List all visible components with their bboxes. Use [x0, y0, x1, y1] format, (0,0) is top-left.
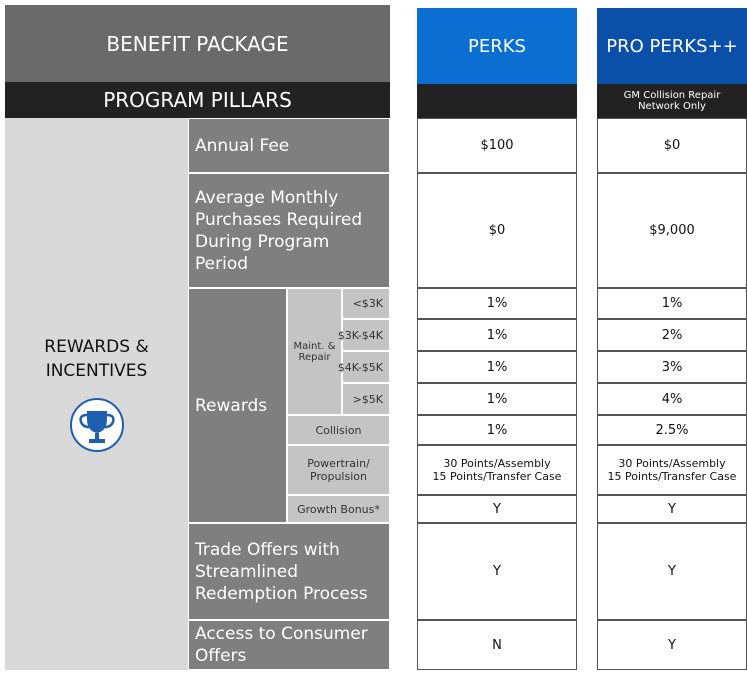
value-cell: $9,000 — [597, 173, 747, 288]
row-label: <$3K — [342, 288, 390, 319]
value-cell: Y — [417, 523, 577, 620]
pillars-title: PROGRAM PILLARS — [5, 82, 390, 118]
value-cell: Y — [417, 495, 577, 523]
row-label: Collision — [287, 415, 390, 445]
value-line: 30 Points/Assembly — [443, 457, 551, 470]
value-cell: 1% — [417, 415, 577, 445]
row-label: Trade Offers with Streamlined Redemption… — [188, 523, 390, 620]
value-cell: 1% — [417, 288, 577, 319]
value-line: 30 Points/Assembly — [618, 457, 726, 470]
row-label: $3K-$4K — [338, 319, 390, 351]
perks-header: PERKS — [417, 8, 577, 84]
trophy-icon — [69, 398, 124, 452]
rewards-group: Maint. & Repair — [287, 288, 342, 415]
value-cell: 30 Points/Assembly 15 Points/Transfer Cas… — [597, 445, 747, 495]
pro-note: GM Collision Repair Network Only — [597, 84, 747, 118]
value-cell: $0 — [417, 173, 577, 288]
pro-header: PRO PERKS++ — [597, 8, 747, 84]
row-label: Average Monthly Purchases Required Durin… — [188, 173, 390, 288]
value-cell: $100 — [417, 118, 577, 173]
perks-subheader — [417, 84, 577, 118]
row-label: Access to Consumer Offers — [188, 620, 390, 670]
package-title: BENEFIT PACKAGE — [5, 5, 390, 82]
value-cell: Y — [597, 495, 747, 523]
value-cell: 1% — [597, 288, 747, 319]
value-line: 15 Points/Transfer Case — [607, 470, 737, 483]
value-cell: 2.5% — [597, 415, 747, 445]
value-cell: 3% — [597, 351, 747, 383]
value-cell: Y — [597, 620, 747, 670]
value-cell: 1% — [417, 383, 577, 415]
row-label: Powertrain/ Propulsion — [287, 445, 390, 495]
pillar-cell: REWARDS & INCENTIVES — [5, 118, 188, 670]
value-line: 15 Points/Transfer Case — [432, 470, 562, 483]
value-cell: 1% — [417, 319, 577, 351]
value-cell: Y — [597, 523, 747, 620]
row-label: >$5K — [342, 383, 390, 415]
value-cell: $0 — [597, 118, 747, 173]
value-cell: 4% — [597, 383, 747, 415]
rewards-label: Rewards — [188, 288, 287, 523]
value-cell: 30 Points/Assembly 15 Points/Transfer Cas… — [417, 445, 577, 495]
row-label: Annual Fee — [188, 118, 390, 173]
pillar-label: REWARDS & INCENTIVES — [44, 337, 149, 381]
row-label: $4K-$5K — [338, 351, 390, 383]
value-cell: N — [417, 620, 577, 670]
value-cell: 2% — [597, 319, 747, 351]
row-label: Growth Bonus* — [287, 495, 390, 523]
value-cell: 1% — [417, 351, 577, 383]
